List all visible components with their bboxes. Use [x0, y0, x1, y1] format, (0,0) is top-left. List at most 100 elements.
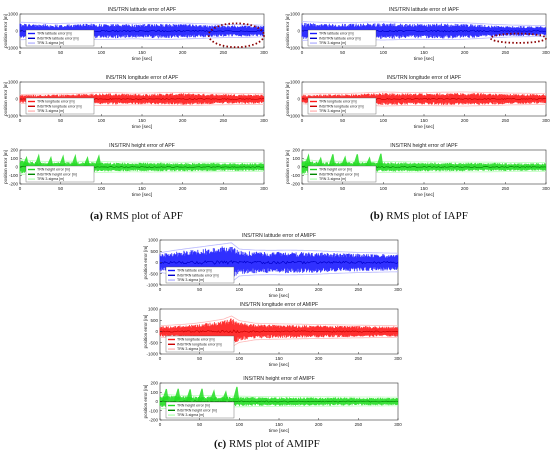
legend-entry: TRN 3-sigma [m] [177, 347, 204, 351]
x-tick-label: 300 [542, 186, 550, 191]
caption-c: (c) RMS plot of AMIPF [214, 438, 320, 450]
legend-entry: INS/TRN height error [m] [319, 172, 359, 176]
y-tick-label: 0 [15, 165, 18, 170]
x-tick-label: 300 [394, 356, 402, 361]
x-tick-label: 100 [98, 186, 106, 191]
x-tick-label: 150 [138, 50, 146, 55]
legend-entry: TRN 3-sigma [m] [319, 41, 346, 45]
sigma-upper-line [301, 158, 546, 163]
y-tick-label: 500 [150, 249, 158, 254]
sigma-upper-line [20, 92, 264, 95]
y-tick-label: 100 [10, 156, 18, 161]
x-tick-label: 200 [315, 422, 323, 427]
legend-box [165, 335, 235, 353]
y-tick-label: 0 [155, 399, 158, 404]
legend-entry: TRN latitude error [m] [177, 269, 212, 273]
sigma-upper-line [159, 242, 398, 254]
legend-entry: TRN 3-sigma [m] [177, 278, 204, 282]
x-tick-label: 0 [19, 186, 22, 191]
ins-trn-error-line [160, 260, 399, 265]
y-axis-label: position error [m] [285, 82, 290, 116]
x-tick-label: 150 [420, 50, 428, 55]
highlight-ellipse [489, 32, 547, 44]
y-tick-label: 0 [297, 97, 300, 102]
x-tick-label: 50 [197, 356, 203, 361]
legend-entry: TRN 3-sigma [m] [319, 109, 346, 113]
x-axis-label: time [sec] [414, 56, 435, 62]
error-spikes [161, 386, 240, 402]
y-tick-label: -1000 [6, 46, 18, 51]
x-tick-label: 150 [275, 422, 283, 427]
legend-entry: TRN latitude error [m] [37, 32, 72, 36]
y-tick-label: 0 [15, 97, 18, 102]
x-axis-label: time [sec] [132, 192, 153, 198]
x-tick-label: 200 [315, 287, 323, 292]
y-tick-label: 1000 [148, 307, 159, 312]
x-tick-label: 50 [340, 186, 346, 191]
legend-entry: INS/TRN latitude error [m] [37, 36, 79, 40]
x-tick-label: 100 [380, 118, 388, 123]
sigma-upper-line [301, 21, 546, 26]
x-tick-label: 0 [159, 287, 162, 292]
x-tick-label: 50 [197, 287, 203, 292]
y-tick-label: -500 [149, 271, 159, 276]
x-axis-label: time [sec] [269, 293, 290, 299]
y-tick-label: -100 [291, 173, 301, 178]
subplot-title: INS/TRN latitude error of AMIPF [242, 233, 316, 239]
legend-entry: TRN longitude error [m] [319, 100, 357, 104]
y-tick-label: 200 [10, 148, 18, 153]
caption-b-text: RMS plot of IAPF [386, 210, 468, 222]
x-tick-label: 50 [58, 186, 64, 191]
x-tick-label: 300 [260, 50, 268, 55]
x-tick-label: 250 [355, 422, 363, 427]
x-tick-label: 250 [502, 186, 510, 191]
y-tick-label: -500 [149, 340, 159, 345]
error-spikes [303, 153, 384, 168]
legend-entry: TRN latitude error [m] [319, 32, 354, 36]
y-tick-label: 0 [155, 329, 158, 334]
x-tick-label: 300 [542, 50, 550, 55]
x-axis-label: time [sec] [132, 124, 153, 130]
subplot-title: INS/TRN latitude error of APF [108, 7, 176, 13]
legend-entry: INS/TRN height error [m] [177, 408, 217, 412]
caption-a-text: RMS plot of APF [105, 210, 183, 222]
y-axis-label: position error [m] [143, 315, 148, 349]
x-tick-label: 100 [236, 287, 244, 292]
y-axis-label: position error [m] [3, 14, 8, 48]
y-tick-label: 1000 [8, 80, 19, 85]
y-axis-label: position error [m] [143, 246, 148, 280]
x-tick-label: 0 [19, 118, 22, 123]
subplot-title: INS/TRN longitude error of IAPF [387, 75, 461, 81]
y-axis-label: position error [m] [143, 385, 148, 419]
x-axis-label: time [sec] [269, 362, 290, 368]
y-tick-label: -200 [291, 182, 301, 187]
y-tick-label: -200 [149, 418, 159, 423]
x-tick-label: 150 [138, 186, 146, 191]
legend-entry: INS/TRN height error [m] [37, 172, 77, 176]
x-tick-label: 100 [380, 50, 388, 55]
x-tick-label: 200 [179, 118, 187, 123]
x-tick-label: 100 [380, 186, 388, 191]
legend-entry: INS/TRN latitude error [m] [177, 273, 219, 277]
y-tick-label: -100 [9, 173, 19, 178]
legend-entry: TRN height error [m] [177, 404, 210, 408]
x-tick-label: 250 [355, 287, 363, 292]
y-tick-label: 500 [150, 318, 158, 323]
y-axis-label: position error [m] [285, 150, 290, 184]
highlight-ellipse [207, 22, 265, 49]
x-tick-label: 200 [315, 356, 323, 361]
legend-entry: TRN longitude error [m] [37, 100, 75, 104]
ins-trn-error-line [159, 329, 399, 334]
x-tick-label: 300 [542, 118, 550, 123]
legend-box [307, 97, 377, 115]
x-tick-label: 50 [58, 118, 64, 123]
x-tick-label: 150 [420, 118, 428, 123]
x-tick-label: 0 [159, 356, 162, 361]
subplot-c-3: 0 50 100 150 200 250 300 -200 -100 0 100 200 INS/TRN… [143, 376, 402, 434]
y-tick-label: 0 [15, 29, 18, 34]
x-axis-label: time [sec] [414, 192, 435, 198]
legend-box [307, 165, 377, 183]
x-tick-label: 150 [275, 287, 283, 292]
